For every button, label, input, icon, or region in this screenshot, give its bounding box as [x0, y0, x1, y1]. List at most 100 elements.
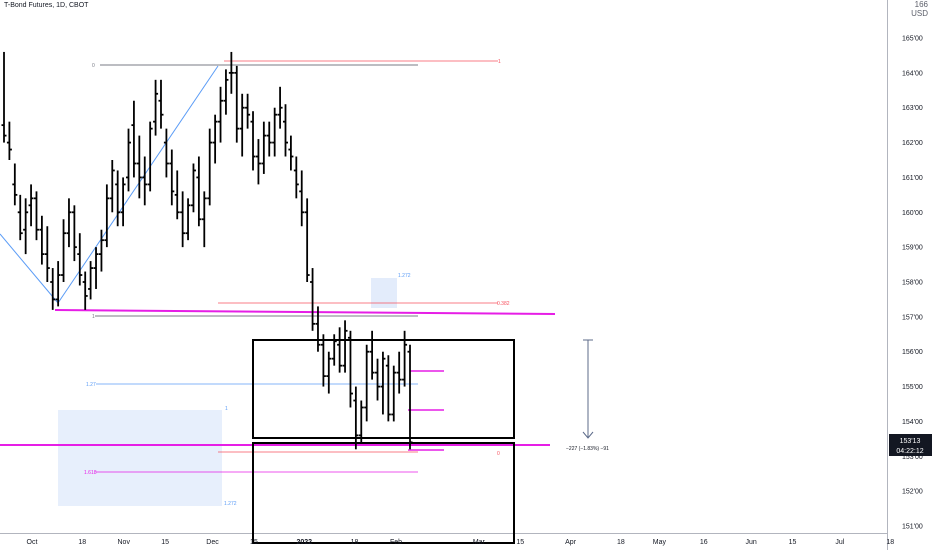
ohlc-bar: [218, 86, 224, 143]
ohlc-bar: [126, 128, 132, 192]
ohlc-bar: [98, 229, 104, 272]
ohlc-bar: [115, 170, 121, 227]
ohlc-bar: [93, 247, 99, 289]
ohlc-bar: [180, 191, 186, 248]
fib-1618-label: 1.618: [84, 470, 97, 476]
fib-127-label: 1.27: [86, 382, 96, 388]
time-tick-label: Mar: [473, 539, 486, 546]
ohlc-bar: [255, 139, 261, 185]
time-tick-label: 18: [617, 539, 625, 546]
fib-top-1-label: 1: [498, 59, 501, 65]
last-price-value: 153'13: [900, 438, 921, 445]
ohlc-bar: [158, 79, 164, 129]
time-tick-label: Jun: [745, 539, 756, 546]
ohlc-bar: [282, 104, 288, 157]
ohlc-bar: [71, 205, 77, 262]
lower-box[interactable]: [252, 442, 515, 544]
ohlc-bar: [364, 344, 370, 422]
time-tick-label: 18: [351, 539, 359, 546]
last-price-badge: 153'13 04:22:12: [889, 434, 932, 456]
price-tick-label: 159'00: [902, 245, 923, 252]
ohlc-bar: [375, 358, 381, 401]
time-tick-label: Oct: [27, 539, 38, 546]
ohlc-bar: [402, 330, 408, 387]
price-tick-label: 160'00: [902, 210, 923, 217]
ohlc-bar: [50, 268, 56, 310]
ohlc-bar: [266, 121, 272, 157]
time-tick-label: 16: [700, 539, 708, 546]
consolidation-box[interactable]: [252, 339, 515, 439]
magenta-resistance-line[interactable]: [54, 309, 556, 315]
ohlc-bar: [88, 261, 94, 300]
measure-arrow-head: [582, 431, 594, 439]
ohlc-bar: [61, 219, 67, 282]
ohlc-bar: [207, 128, 213, 206]
ohlc-bar: [331, 334, 337, 366]
ohlc-bar: [153, 79, 159, 136]
ohlc-bar: [315, 306, 321, 352]
ohlc-bar: [185, 198, 191, 241]
ohlc-bar: [293, 156, 299, 199]
ohlc-bar: [358, 400, 364, 443]
ohlc-bar: [261, 121, 267, 174]
ohlc-bar: [66, 198, 72, 248]
ohlc-bar: [17, 194, 23, 241]
currency-label: 166 USD: [911, 0, 928, 18]
uptrend-line[interactable]: [57, 65, 219, 304]
ohlc-bar: [120, 177, 126, 227]
ohlc-bar: [299, 170, 305, 227]
ohlc-bar: [142, 156, 148, 206]
fib-small-zone[interactable]: [371, 278, 397, 308]
price-tick-label: 158'00: [902, 280, 923, 287]
time-tick-label: 18: [78, 539, 86, 546]
ohlc-bar: [201, 191, 207, 248]
ohlc-bar: [228, 51, 234, 94]
ohlc-bar: [109, 160, 115, 213]
ohlc-bar: [1, 51, 7, 143]
ohlc-bar: [272, 107, 278, 157]
time-axis[interactable]: Oct 18 Nov 15 Dec 15 2022 18 Feb Mar 15 Apr 18 May 16 J…: [27, 539, 895, 546]
price-tick-label: 155'00: [902, 384, 923, 391]
time-tick-label: Apr: [565, 539, 577, 546]
ohlc-bar: [77, 233, 83, 286]
ohlc-bar: [369, 330, 375, 380]
ohlc-bar: [169, 149, 175, 206]
price-tick-label: 164'00: [902, 70, 923, 77]
ohlc-bar: [147, 121, 153, 192]
price-tick-label: 165'00: [902, 36, 923, 43]
ohlc-bar: [104, 184, 110, 248]
ohlc-bar: [82, 271, 88, 310]
ohlc-bars[interactable]: [1, 51, 413, 450]
time-tick-label: 15: [789, 539, 797, 546]
currency-code: USD: [911, 9, 928, 18]
ohlc-bar: [6, 121, 12, 160]
ohlc-bar: [320, 334, 326, 387]
symbol-title[interactable]: T-Bond Futures, 1D, CBOT: [4, 2, 89, 9]
last-price-badge-bg: [889, 434, 932, 456]
ohlc-bar: [347, 330, 353, 408]
fib-bottom-0-label: 0: [497, 451, 500, 457]
price-tick-label: 151'00: [902, 524, 923, 531]
ohlc-bar: [174, 170, 180, 220]
price-tick-label: 157'00: [902, 314, 923, 321]
ohlc-bar: [23, 198, 29, 255]
ohlc-bar: [196, 156, 202, 227]
ohlc-bar: [250, 111, 256, 171]
ohlc-bar: [163, 128, 169, 178]
ohlc-bar: [39, 215, 45, 265]
fib-1272-label: 1.272: [224, 501, 237, 507]
countdown-value: 04:22:12: [896, 448, 923, 455]
ohlc-bar: [190, 163, 196, 213]
ohlc-bar: [223, 69, 229, 115]
ohlc-bar: [245, 93, 251, 129]
price-tick-label: 163'00: [902, 105, 923, 112]
price-tick-label: 156'00: [902, 349, 923, 356]
price-axis[interactable]: 165'00 164'00 163'00 162'00 161'00 160'00 159'…: [902, 36, 923, 531]
fib-left-zone[interactable]: [58, 410, 222, 506]
fib-mid-right-label: 0.382: [497, 301, 510, 307]
ohlc-bar: [391, 365, 397, 422]
downtrend-line[interactable]: [0, 233, 59, 304]
fib-top-0-label: 0: [92, 63, 95, 69]
